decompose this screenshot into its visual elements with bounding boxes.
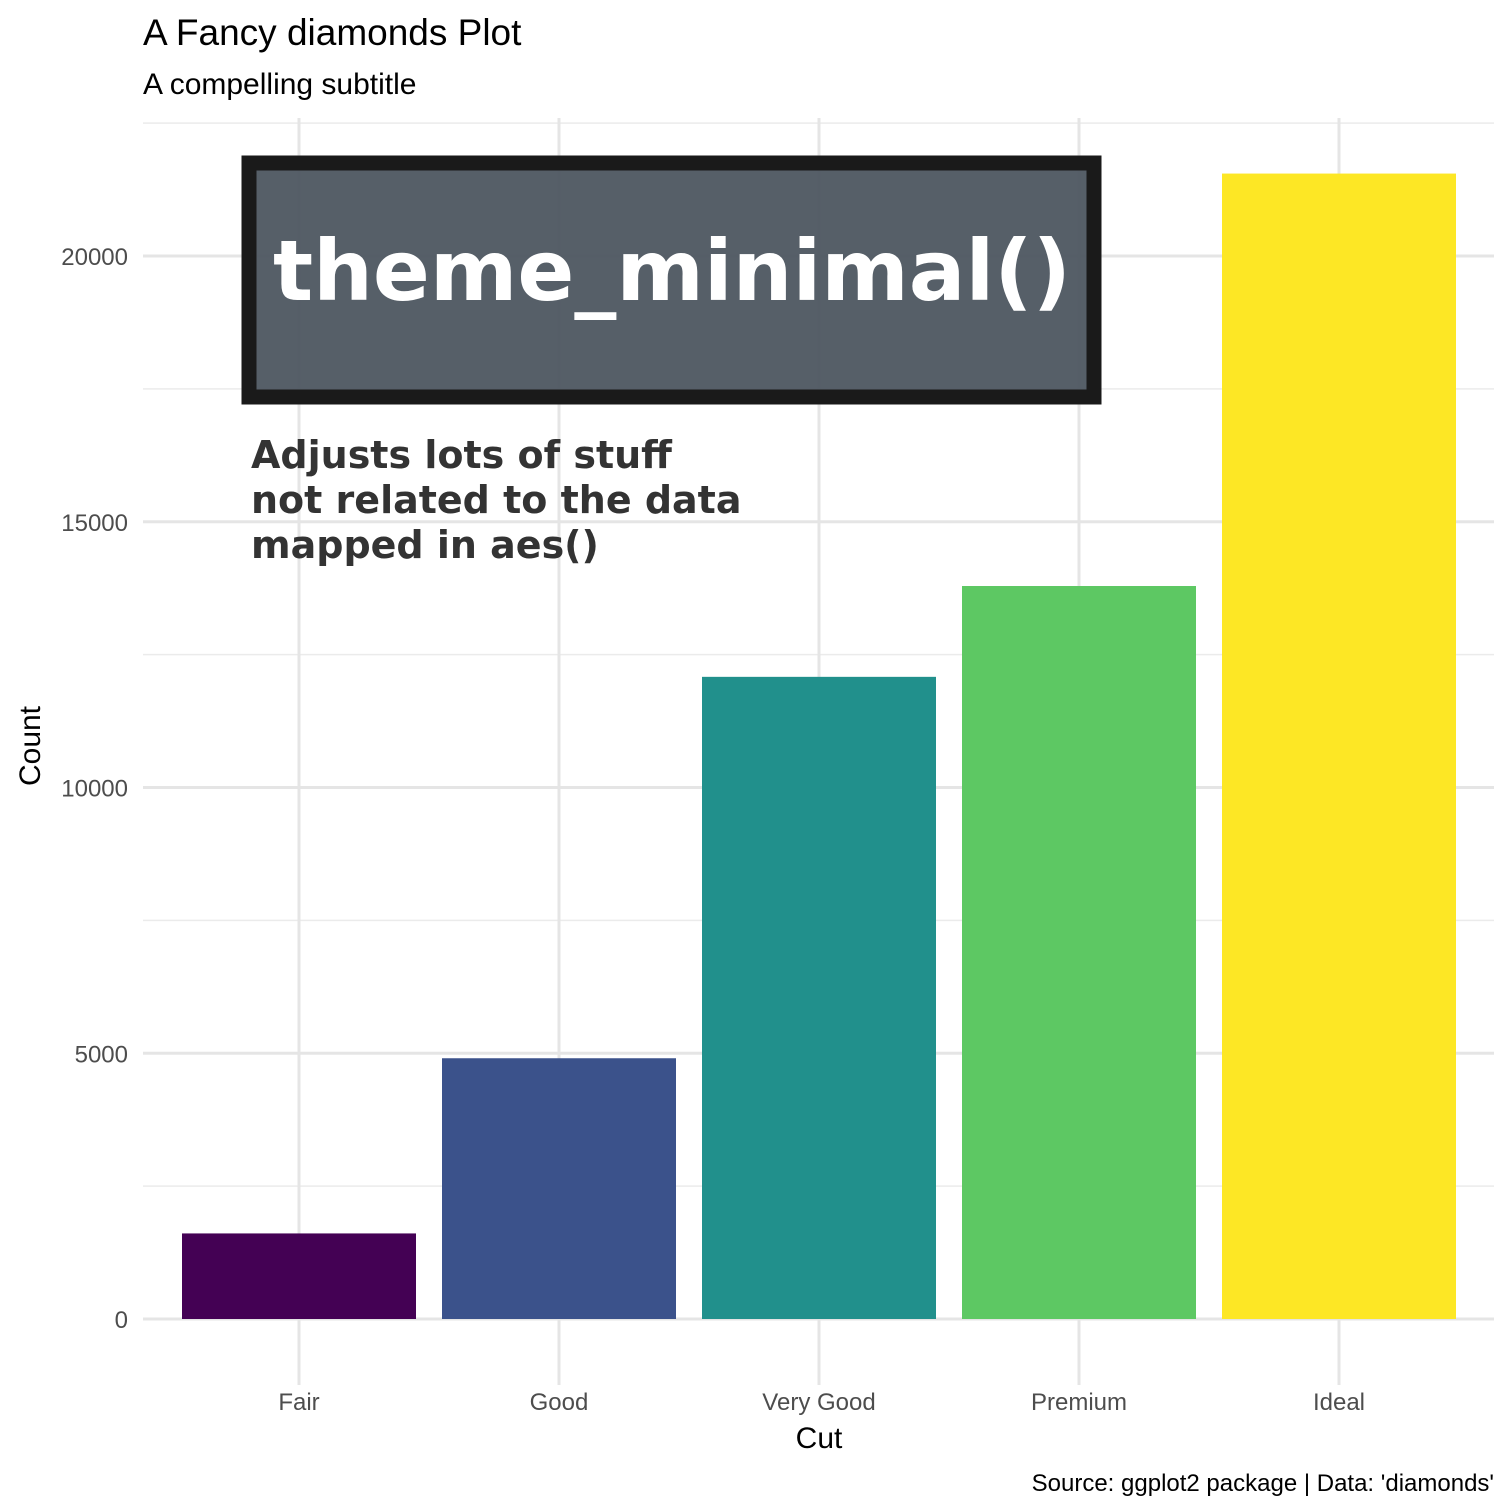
bar	[1222, 173, 1456, 1320]
annotation-banner-text: theme_minimal()	[273, 222, 1071, 320]
annotation-banner-box	[241, 155, 1102, 405]
y-tick-label: 10000	[61, 776, 128, 803]
x-tick-label: Good	[530, 1389, 589, 1416]
bars	[182, 173, 1456, 1320]
annotation-note-line: mapped in aes()	[251, 523, 599, 567]
bar	[182, 1233, 416, 1319]
chart-caption: Source: ggplot2 package | Data: 'diamond…	[1032, 1470, 1494, 1497]
y-tick-label: 5000	[75, 1041, 128, 1068]
x-axis-title: Cut	[796, 1422, 843, 1455]
x-tick-label: Fair	[278, 1389, 319, 1416]
annotation-note-line: Adjusts lots of stuff	[251, 433, 673, 477]
x-tick-label: Ideal	[1313, 1389, 1365, 1416]
y-tick-label: 0	[115, 1307, 128, 1334]
annotation-note-line: not related to the data	[251, 478, 741, 522]
y-tick-label: 15000	[61, 510, 128, 537]
bar	[442, 1058, 676, 1319]
y-tick-label: 20000	[61, 244, 128, 271]
bar	[702, 676, 936, 1319]
x-tick-label: Very Good	[762, 1389, 875, 1416]
x-tick-label: Premium	[1031, 1389, 1127, 1416]
y-axis-ticks: 0 5000 10000 15000 20000	[61, 244, 128, 1334]
chart-subtitle: A compelling subtitle	[143, 68, 417, 101]
x-axis-ticks: Fair Good Very Good Premium Ideal	[278, 1389, 1365, 1416]
chart-title: A Fancy diamonds Plot	[143, 12, 522, 53]
bar	[962, 586, 1196, 1319]
y-axis-title: Count	[14, 705, 47, 786]
